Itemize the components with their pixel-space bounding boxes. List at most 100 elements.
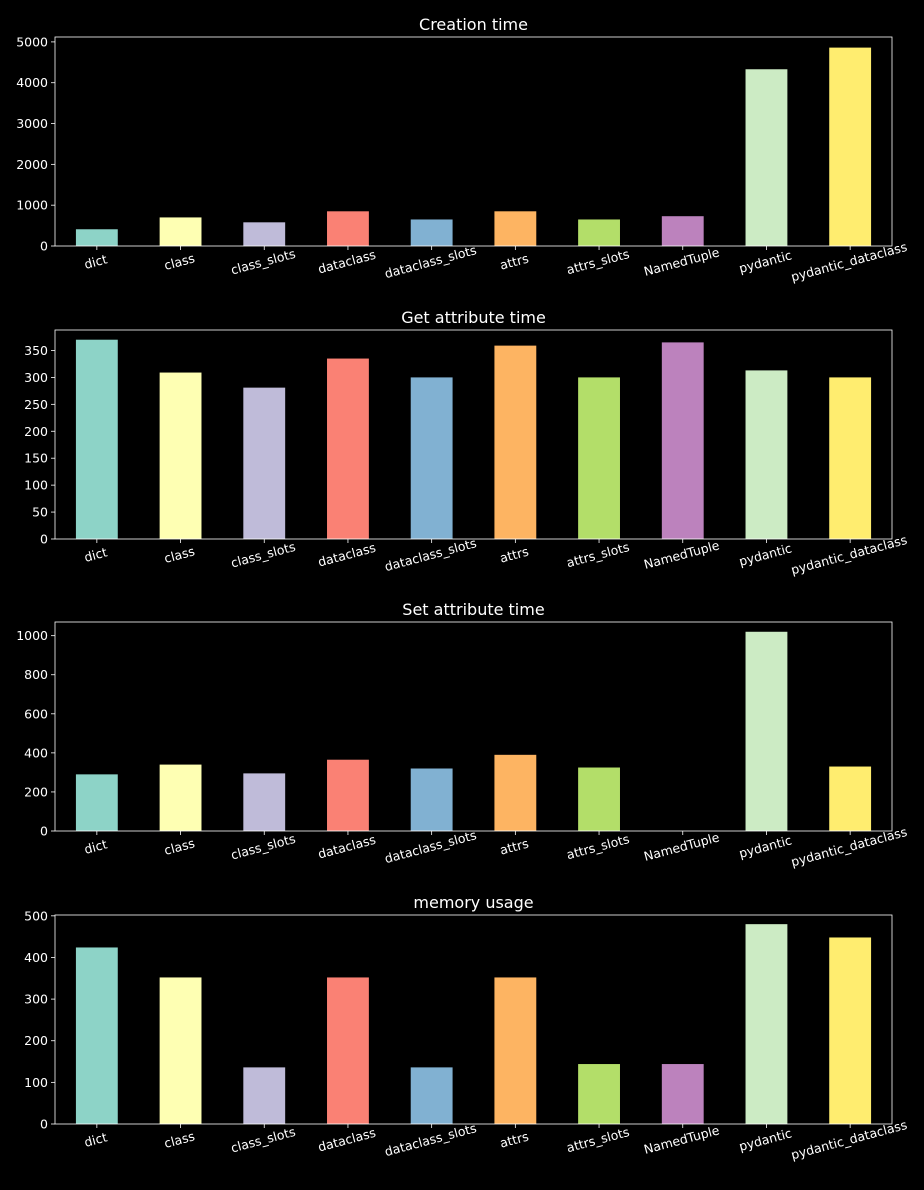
bar-pydantic bbox=[745, 631, 788, 831]
bar-attrs bbox=[494, 754, 537, 831]
y-tick-label: 400 bbox=[24, 950, 48, 965]
plot-frame bbox=[54, 36, 893, 247]
x-tick-label: dict bbox=[83, 544, 109, 565]
chart-panel-4: memory usage 0 100 200 300 400 500 dict class cla… bbox=[24, 893, 909, 1162]
chart-panel-2: Get attribute time 0 50 100 150 200 250 300 350 d… bbox=[24, 308, 909, 577]
bar-pydantic bbox=[745, 370, 788, 539]
bar-class-slots bbox=[243, 773, 286, 831]
bar-pydantic bbox=[745, 69, 788, 246]
plot-frame bbox=[54, 329, 893, 540]
bar-class bbox=[159, 764, 202, 831]
y-tick-label: 400 bbox=[24, 745, 48, 760]
bar-dict bbox=[75, 774, 118, 831]
y-tick-label: 0 bbox=[40, 532, 48, 547]
bar-class-slots bbox=[243, 387, 286, 539]
y-tick-label: 200 bbox=[24, 1033, 48, 1048]
y-tick-label: 5000 bbox=[16, 34, 48, 49]
bar-namedtuple bbox=[661, 216, 704, 246]
bar-pydantic-dataclass bbox=[829, 377, 872, 539]
x-tick-label: class_slots bbox=[229, 831, 297, 863]
y-tick-label: 300 bbox=[24, 992, 48, 1007]
x-tick-label: dataclass_slots bbox=[383, 535, 478, 574]
y-tick-label: 200 bbox=[24, 424, 48, 439]
bar-attrs-slots bbox=[578, 767, 620, 831]
x-tick-label: pydantic bbox=[737, 1125, 793, 1154]
x-tick-label: dict bbox=[83, 251, 109, 272]
chart-title: Set attribute time bbox=[402, 600, 544, 619]
x-tick-label: class bbox=[162, 543, 196, 566]
x-tick-label: NamedTuple bbox=[642, 1122, 721, 1157]
x-tick-label: attrs_slots bbox=[565, 246, 631, 277]
y-tick-label: 100 bbox=[24, 1075, 48, 1090]
plot-frame bbox=[54, 914, 893, 1125]
y-tick-label: 50 bbox=[32, 505, 48, 520]
bar-dataclass bbox=[327, 977, 369, 1124]
x-tick-label: attrs bbox=[498, 1129, 530, 1151]
x-tick-label: pydantic bbox=[737, 247, 793, 276]
y-tick-label: 600 bbox=[24, 706, 48, 721]
x-tick-label: NamedTuple bbox=[642, 829, 721, 864]
y-tick-label: 200 bbox=[24, 784, 48, 799]
x-tick-label: class bbox=[162, 835, 196, 858]
bar-dict bbox=[75, 229, 118, 246]
y-tick-label: 2000 bbox=[16, 157, 48, 172]
x-tick-label: dataclass_slots bbox=[383, 827, 478, 866]
y-tick-label: 350 bbox=[24, 343, 48, 358]
y-tick-label: 500 bbox=[24, 908, 48, 923]
x-tick-label: class_slots bbox=[229, 1124, 297, 1156]
bar-attrs bbox=[494, 345, 537, 539]
bar-namedtuple bbox=[661, 1064, 704, 1124]
x-tick-label: class_slots bbox=[229, 246, 297, 278]
x-tick-label: attrs bbox=[498, 544, 530, 566]
x-tick-label: dataclass bbox=[316, 247, 377, 277]
x-tick-label: attrs_slots bbox=[565, 539, 631, 570]
y-tick-label: 0 bbox=[40, 824, 48, 839]
bar-attrs-slots bbox=[578, 1064, 620, 1124]
y-tick-label: 1000 bbox=[16, 198, 48, 213]
x-tick-label: dataclass_slots bbox=[383, 1120, 478, 1159]
x-tick-label: dataclass_slots bbox=[383, 242, 478, 281]
bar-pydantic-dataclass bbox=[829, 937, 872, 1124]
chart-panel-3: Set attribute time 0 200 400 600 800 1000 dict c… bbox=[16, 600, 908, 869]
x-tick-label: class_slots bbox=[229, 539, 297, 571]
plot-frame bbox=[54, 621, 893, 832]
bar-dict bbox=[75, 339, 118, 539]
x-tick-label: dict bbox=[83, 1129, 109, 1150]
bar-dataclass-slots bbox=[410, 377, 453, 539]
y-tick-label: 150 bbox=[24, 451, 48, 466]
bar-attrs bbox=[494, 977, 537, 1124]
bar-dataclass-slots bbox=[410, 1067, 453, 1124]
bar-class bbox=[159, 977, 202, 1124]
y-tick-label: 800 bbox=[24, 667, 48, 682]
y-tick-label: 4000 bbox=[16, 75, 48, 90]
y-tick-label: 100 bbox=[24, 478, 48, 493]
x-tick-label: attrs_slots bbox=[565, 1124, 631, 1155]
x-tick-label: class bbox=[162, 1128, 196, 1151]
y-tick-label: 250 bbox=[24, 397, 48, 412]
x-tick-label: dataclass bbox=[316, 1125, 377, 1155]
bar-dataclass bbox=[327, 358, 369, 539]
bar-attrs-slots bbox=[578, 219, 620, 246]
bar-pydantic-dataclass bbox=[829, 47, 872, 246]
bar-pydantic bbox=[745, 924, 788, 1124]
x-tick-label: pydantic bbox=[737, 832, 793, 861]
chart-title: memory usage bbox=[413, 893, 533, 912]
bar-attrs bbox=[494, 211, 537, 246]
bar-attrs-slots bbox=[578, 377, 620, 539]
x-tick-label: dataclass bbox=[316, 540, 377, 570]
bar-dict bbox=[75, 947, 118, 1124]
chart-panel-1: Creation time 0 1000 2000 3000 4000 5000 dict cl… bbox=[16, 15, 908, 284]
bar-class-slots bbox=[243, 222, 286, 246]
bar-class bbox=[159, 217, 202, 246]
y-tick-label: 3000 bbox=[16, 116, 48, 131]
x-tick-label: pydantic bbox=[737, 540, 793, 569]
x-tick-label: NamedTuple bbox=[642, 244, 721, 279]
bar-dataclass-slots bbox=[410, 768, 453, 831]
chart-title: Creation time bbox=[419, 15, 528, 34]
bar-dataclass-slots bbox=[410, 219, 453, 246]
bar-dataclass bbox=[327, 211, 369, 246]
x-tick-label: attrs_slots bbox=[565, 831, 631, 862]
bar-pydantic-dataclass bbox=[829, 766, 872, 831]
bar-dataclass bbox=[327, 759, 369, 831]
